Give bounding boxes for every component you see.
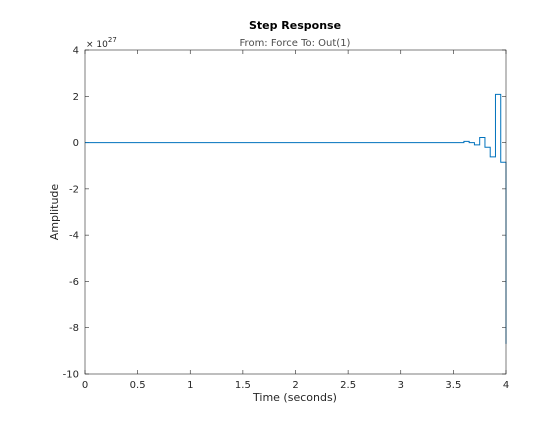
y-tick-label: -6 xyxy=(69,277,79,288)
y-tick-label: 4 xyxy=(73,46,79,57)
plot-area xyxy=(85,50,506,374)
y-tick-label: 2 xyxy=(73,92,79,103)
y-tick-label: -10 xyxy=(63,370,79,381)
x-axis-label: Time (seconds) xyxy=(252,391,337,404)
x-tick-label: 2.5 xyxy=(340,380,356,391)
x-tick-label: 1 xyxy=(187,380,193,391)
x-tick-label: 4 xyxy=(503,380,509,391)
y-axis-label: Amplitude xyxy=(48,184,61,241)
x-tick-label: 2 xyxy=(292,380,298,391)
axes-box xyxy=(84,49,507,375)
x-tick-label: 0.5 xyxy=(130,380,146,391)
series-line xyxy=(85,93,507,344)
x-tick-label: 3 xyxy=(398,380,404,391)
y-tick-label: 0 xyxy=(73,138,79,149)
y-exponent-power: 27 xyxy=(108,36,117,44)
x-tick-label: 1.5 xyxy=(235,380,251,391)
y-tick-label: -2 xyxy=(69,184,79,195)
x-tick-label: 3.5 xyxy=(445,380,461,391)
chart-subtitle: From: Force To: Out(1) xyxy=(240,38,351,49)
y-tick-label: -8 xyxy=(69,323,79,334)
x-tick-label: 0 xyxy=(82,380,88,391)
series-layer xyxy=(85,93,507,344)
y-exponent-label: × 1027 xyxy=(86,36,117,50)
y-tick-label: -4 xyxy=(69,231,79,242)
chart-title: Step Response xyxy=(249,19,341,32)
y-exponent-base: × 10 xyxy=(86,40,108,50)
labels-layer: Step Response From: Force To: Out(1) Tim… xyxy=(48,19,351,404)
